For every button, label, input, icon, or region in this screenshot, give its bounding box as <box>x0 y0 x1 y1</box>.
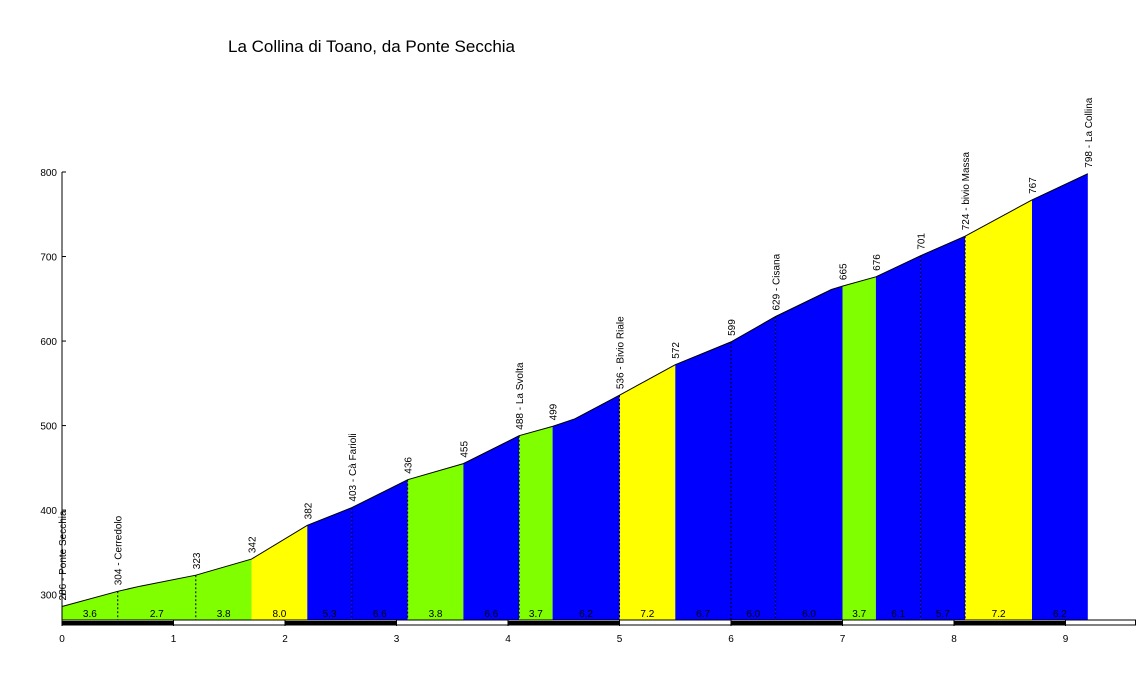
gradient-label: 7.2 <box>992 609 1006 620</box>
profile-line <box>61 173 1089 607</box>
segment-area <box>731 316 776 620</box>
segment-area <box>965 199 1032 620</box>
x-tick-label: 8 <box>951 634 957 645</box>
gradient-label: 5.7 <box>936 609 950 620</box>
y-tick-label: 400 <box>40 506 57 517</box>
gradient-labels: 3.6 2.7 3.8 8.0 5.3 6.6 3.8 6.6 3.7 6.2 7.2 6.7 6.0 6… <box>83 609 1067 620</box>
waypoint-label: 572 <box>671 342 682 359</box>
waypoint-label: 286 - Ponte Secchia <box>58 510 69 600</box>
segment-area <box>195 559 252 620</box>
y-tick-label: 300 <box>40 591 57 602</box>
km-bar-segment <box>954 621 1066 625</box>
waypoint-label: 304 - Cerredolo <box>114 515 125 585</box>
segment-area <box>62 591 118 620</box>
waypoint-markers <box>117 236 966 620</box>
chart-title: La Collina di Toano, da Ponte Secchia <box>228 37 516 56</box>
segment-area <box>519 426 553 620</box>
segment-area <box>117 575 196 620</box>
x-tick-label: 5 <box>617 634 623 645</box>
segment-area <box>775 286 843 620</box>
waypoint-label: 455 <box>459 440 470 457</box>
gradient-label: 6.1 <box>891 609 905 620</box>
gradient-label: 8.0 <box>272 609 286 620</box>
x-tick-label: 1 <box>171 634 177 645</box>
km-bar-segment <box>285 621 397 625</box>
gradient-segments <box>62 173 1088 620</box>
segment-area <box>1032 173 1088 620</box>
gradient-label: 6.2 <box>579 609 593 620</box>
waypoint-label: 798 - La Collina <box>1084 97 1095 167</box>
gradient-label: 2.7 <box>150 609 164 620</box>
gradient-label: 3.6 <box>83 609 97 620</box>
gradient-label: 3.7 <box>852 609 866 620</box>
segment-area <box>842 276 876 620</box>
x-tick-label: 6 <box>728 634 734 645</box>
waypoint-label: 599 <box>727 319 738 336</box>
segment-area <box>407 463 464 620</box>
waypoint-label: 499 <box>549 403 560 420</box>
y-tick-label: 500 <box>40 422 57 433</box>
gradient-label: 6.0 <box>802 609 816 620</box>
waypoint-label: 665 <box>839 263 850 280</box>
waypoint-label: 536 - Bivio Riale <box>616 316 627 389</box>
gradient-label: 6.6 <box>373 609 387 620</box>
km-bar-segment <box>508 621 620 625</box>
waypoint-label: 323 <box>192 552 203 569</box>
waypoint-label: 382 <box>303 502 314 519</box>
gradient-label: 5.3 <box>323 609 337 620</box>
segment-area <box>875 255 921 620</box>
gradient-label: 6.2 <box>1053 609 1067 620</box>
km-bar-segment <box>62 621 174 625</box>
segment-area <box>463 435 520 620</box>
axes: 300 400 500 600 700 800 0 1 2 3 4 5 6 7 8 9 <box>40 168 1136 645</box>
waypoint-label: 403 - Cà Farioli <box>348 433 359 501</box>
profile-outline <box>61 173 1089 607</box>
segment-area <box>307 507 352 620</box>
gradient-label: 3.8 <box>429 609 443 620</box>
segment-area <box>920 236 966 620</box>
y-tick-label: 700 <box>40 253 57 264</box>
segment-area <box>552 395 620 620</box>
y-tick-label: 600 <box>40 337 57 348</box>
waypoint-label: 629 - Cisana <box>772 253 783 310</box>
gradient-label: 3.8 <box>217 609 231 620</box>
segment-area <box>675 341 731 620</box>
waypoint-label: 676 <box>872 254 883 271</box>
gradient-label: 6.7 <box>696 609 710 620</box>
waypoint-label: 724 - bivio Massa <box>961 151 972 230</box>
waypoint-label: 701 <box>917 233 928 250</box>
x-tick-label: 3 <box>394 634 400 645</box>
gradient-label: 6.0 <box>746 609 760 620</box>
x-tick-label: 7 <box>840 634 846 645</box>
x-tick-label: 4 <box>505 634 511 645</box>
segment-area <box>619 364 676 620</box>
waypoint-label: 342 <box>248 536 259 553</box>
segment-area <box>351 479 408 620</box>
x-tick-label: 2 <box>282 634 288 645</box>
gradient-label: 7.2 <box>640 609 654 620</box>
x-tick-label: 9 <box>1063 634 1069 645</box>
waypoint-label: 488 - La Svolta <box>515 362 526 430</box>
y-tick-label: 800 <box>40 168 57 179</box>
segment-area <box>251 525 308 620</box>
x-tick-label: 0 <box>59 634 65 645</box>
gradient-label: 6.6 <box>484 609 498 620</box>
waypoint-label: 436 <box>404 457 415 474</box>
gradient-label: 3.7 <box>529 609 543 620</box>
km-bar-segment <box>731 621 843 625</box>
waypoint-label: 767 <box>1028 177 1039 194</box>
waypoint-labels: 286 - Ponte Secchia 304 - Cerredolo 323 342… <box>58 97 1095 600</box>
